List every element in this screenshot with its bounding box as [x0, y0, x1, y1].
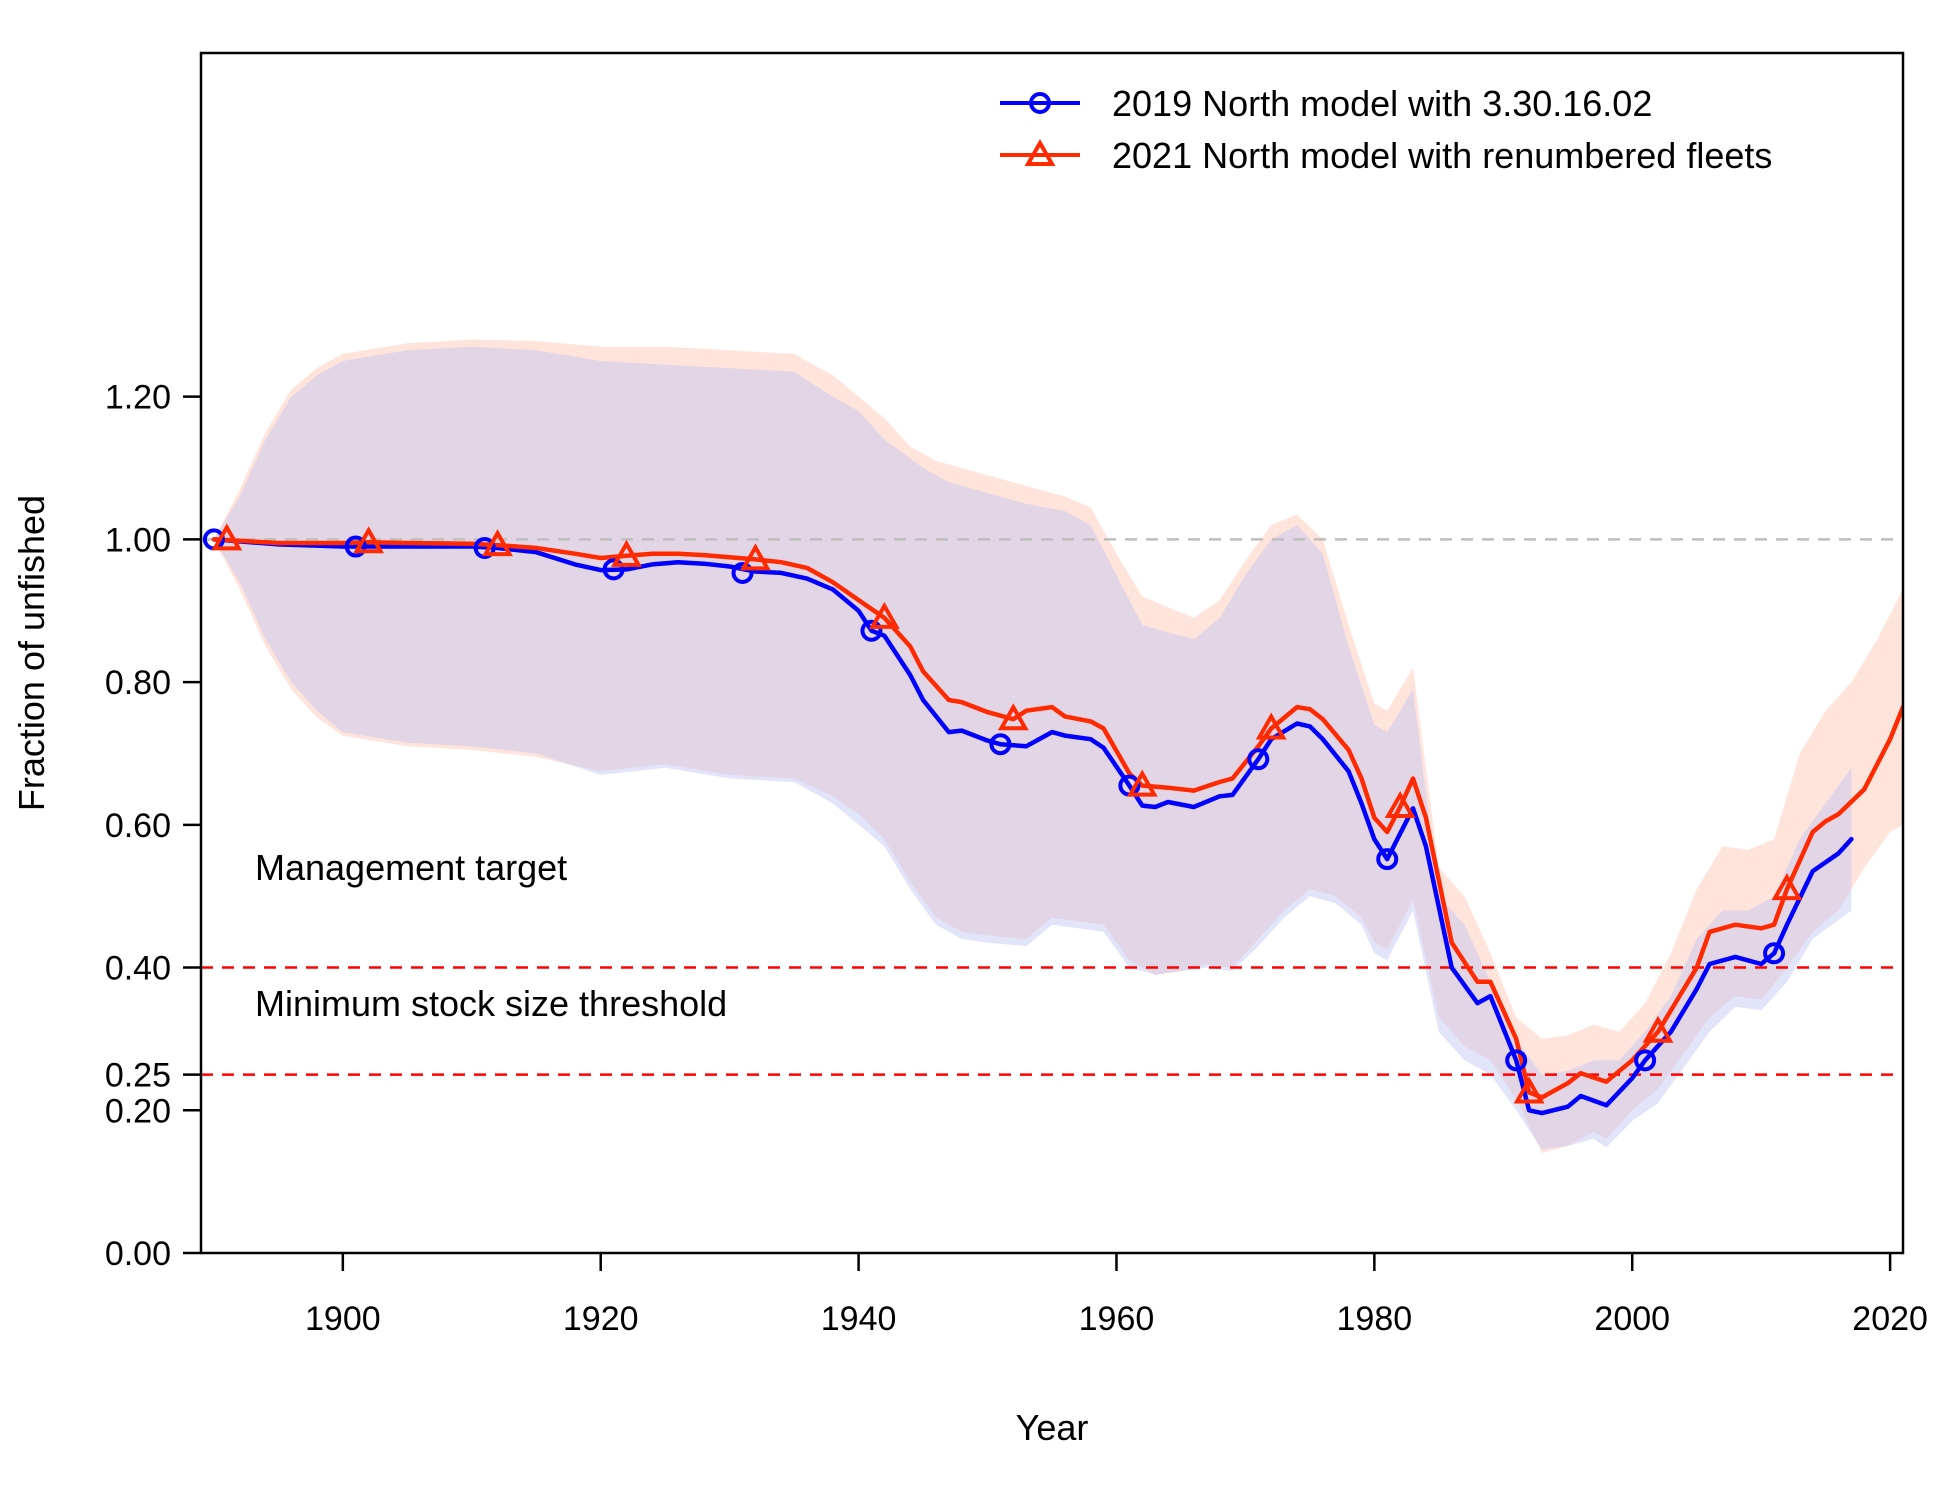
x-tick-label: 1900	[305, 1300, 381, 1338]
legend: 2019 North model with 3.30.16.02 2021 No…	[1000, 83, 1772, 176]
marker-2019-1971	[1247, 748, 1270, 771]
legend-label-2019: 2019 North model with 3.30.16.02	[1112, 83, 1652, 124]
y-tick-label: 1.20	[105, 379, 171, 417]
x-tick-label: 1920	[563, 1300, 639, 1338]
y-tick-label: 0.25	[105, 1057, 171, 1095]
y-axis-title: Fraction of unfished	[11, 495, 52, 811]
x-tick-label: 1960	[1079, 1300, 1155, 1338]
x-tick-label: 2000	[1594, 1300, 1670, 1338]
marker-2021-1962	[1126, 769, 1158, 797]
marker-2021-1891	[211, 523, 243, 551]
marker-2019-1941	[860, 619, 883, 642]
x-tick-label: 1940	[821, 1300, 897, 1338]
y-tick-label: 0.20	[105, 1092, 171, 1130]
marker-2019-1911	[473, 536, 496, 559]
marker-2021-1932	[739, 543, 771, 571]
marker-2019-2001	[1634, 1049, 1657, 1072]
marker-2021-1902	[353, 526, 385, 554]
legend-marker-2021	[1024, 138, 1056, 166]
y-tick-label: 0.80	[105, 664, 171, 702]
marker-2021-1972	[1255, 712, 1287, 740]
legend-label-2021: 2021 North model with renumbered fleets	[1112, 135, 1772, 176]
y-tick-label: 1.00	[105, 521, 171, 559]
series-markers	[202, 523, 1803, 1104]
marker-2021-1922	[611, 539, 642, 567]
marker-2021-2002	[1642, 1015, 1674, 1043]
confidence-band-2021	[213, 339, 1903, 1154]
marker-2021-2012	[1771, 873, 1803, 901]
y-tick-label: 0.00	[105, 1235, 171, 1273]
marker-2021-1952	[997, 703, 1029, 731]
marker-2021-1912	[482, 529, 514, 557]
y-tick-label: 0.60	[105, 807, 171, 845]
series-line-2021	[211, 537, 1903, 1100]
plot-frame	[199, 51, 1905, 1255]
series-line-2019	[211, 537, 1854, 1116]
marker-2019-1901	[344, 535, 367, 558]
marker-2021-1982	[1384, 790, 1416, 818]
marker-2021-1942	[868, 601, 900, 629]
marker-2019-1981	[1376, 848, 1399, 871]
y-tick-label: 0.40	[105, 950, 171, 988]
marker-2021-1992	[1513, 1076, 1545, 1104]
marker-2019-1931	[731, 561, 754, 584]
marker-2019-1991	[1505, 1049, 1528, 1072]
x-tick-label: 1980	[1337, 1300, 1413, 1338]
marker-2019-2011	[1763, 942, 1786, 965]
annotation-minimum-stock-size-threshold: Minimum stock size threshold	[255, 983, 727, 1024]
marker-2019-1951	[989, 733, 1012, 756]
x-tick-label: 2020	[1852, 1300, 1928, 1338]
series-lines	[211, 537, 1903, 1116]
marker-2019-1921	[602, 558, 625, 581]
x-axis-title: Year	[1016, 1407, 1089, 1448]
y-axis: 0.00 0.200.25 0.40 0.60 0.80 1.00 1.20	[105, 379, 201, 1273]
annotation-management-target: Management target	[255, 847, 567, 888]
legend-marker-2019	[1029, 92, 1051, 114]
x-axis: 1900 1920 1940 1960 1980 2000 2020	[305, 1253, 1928, 1338]
